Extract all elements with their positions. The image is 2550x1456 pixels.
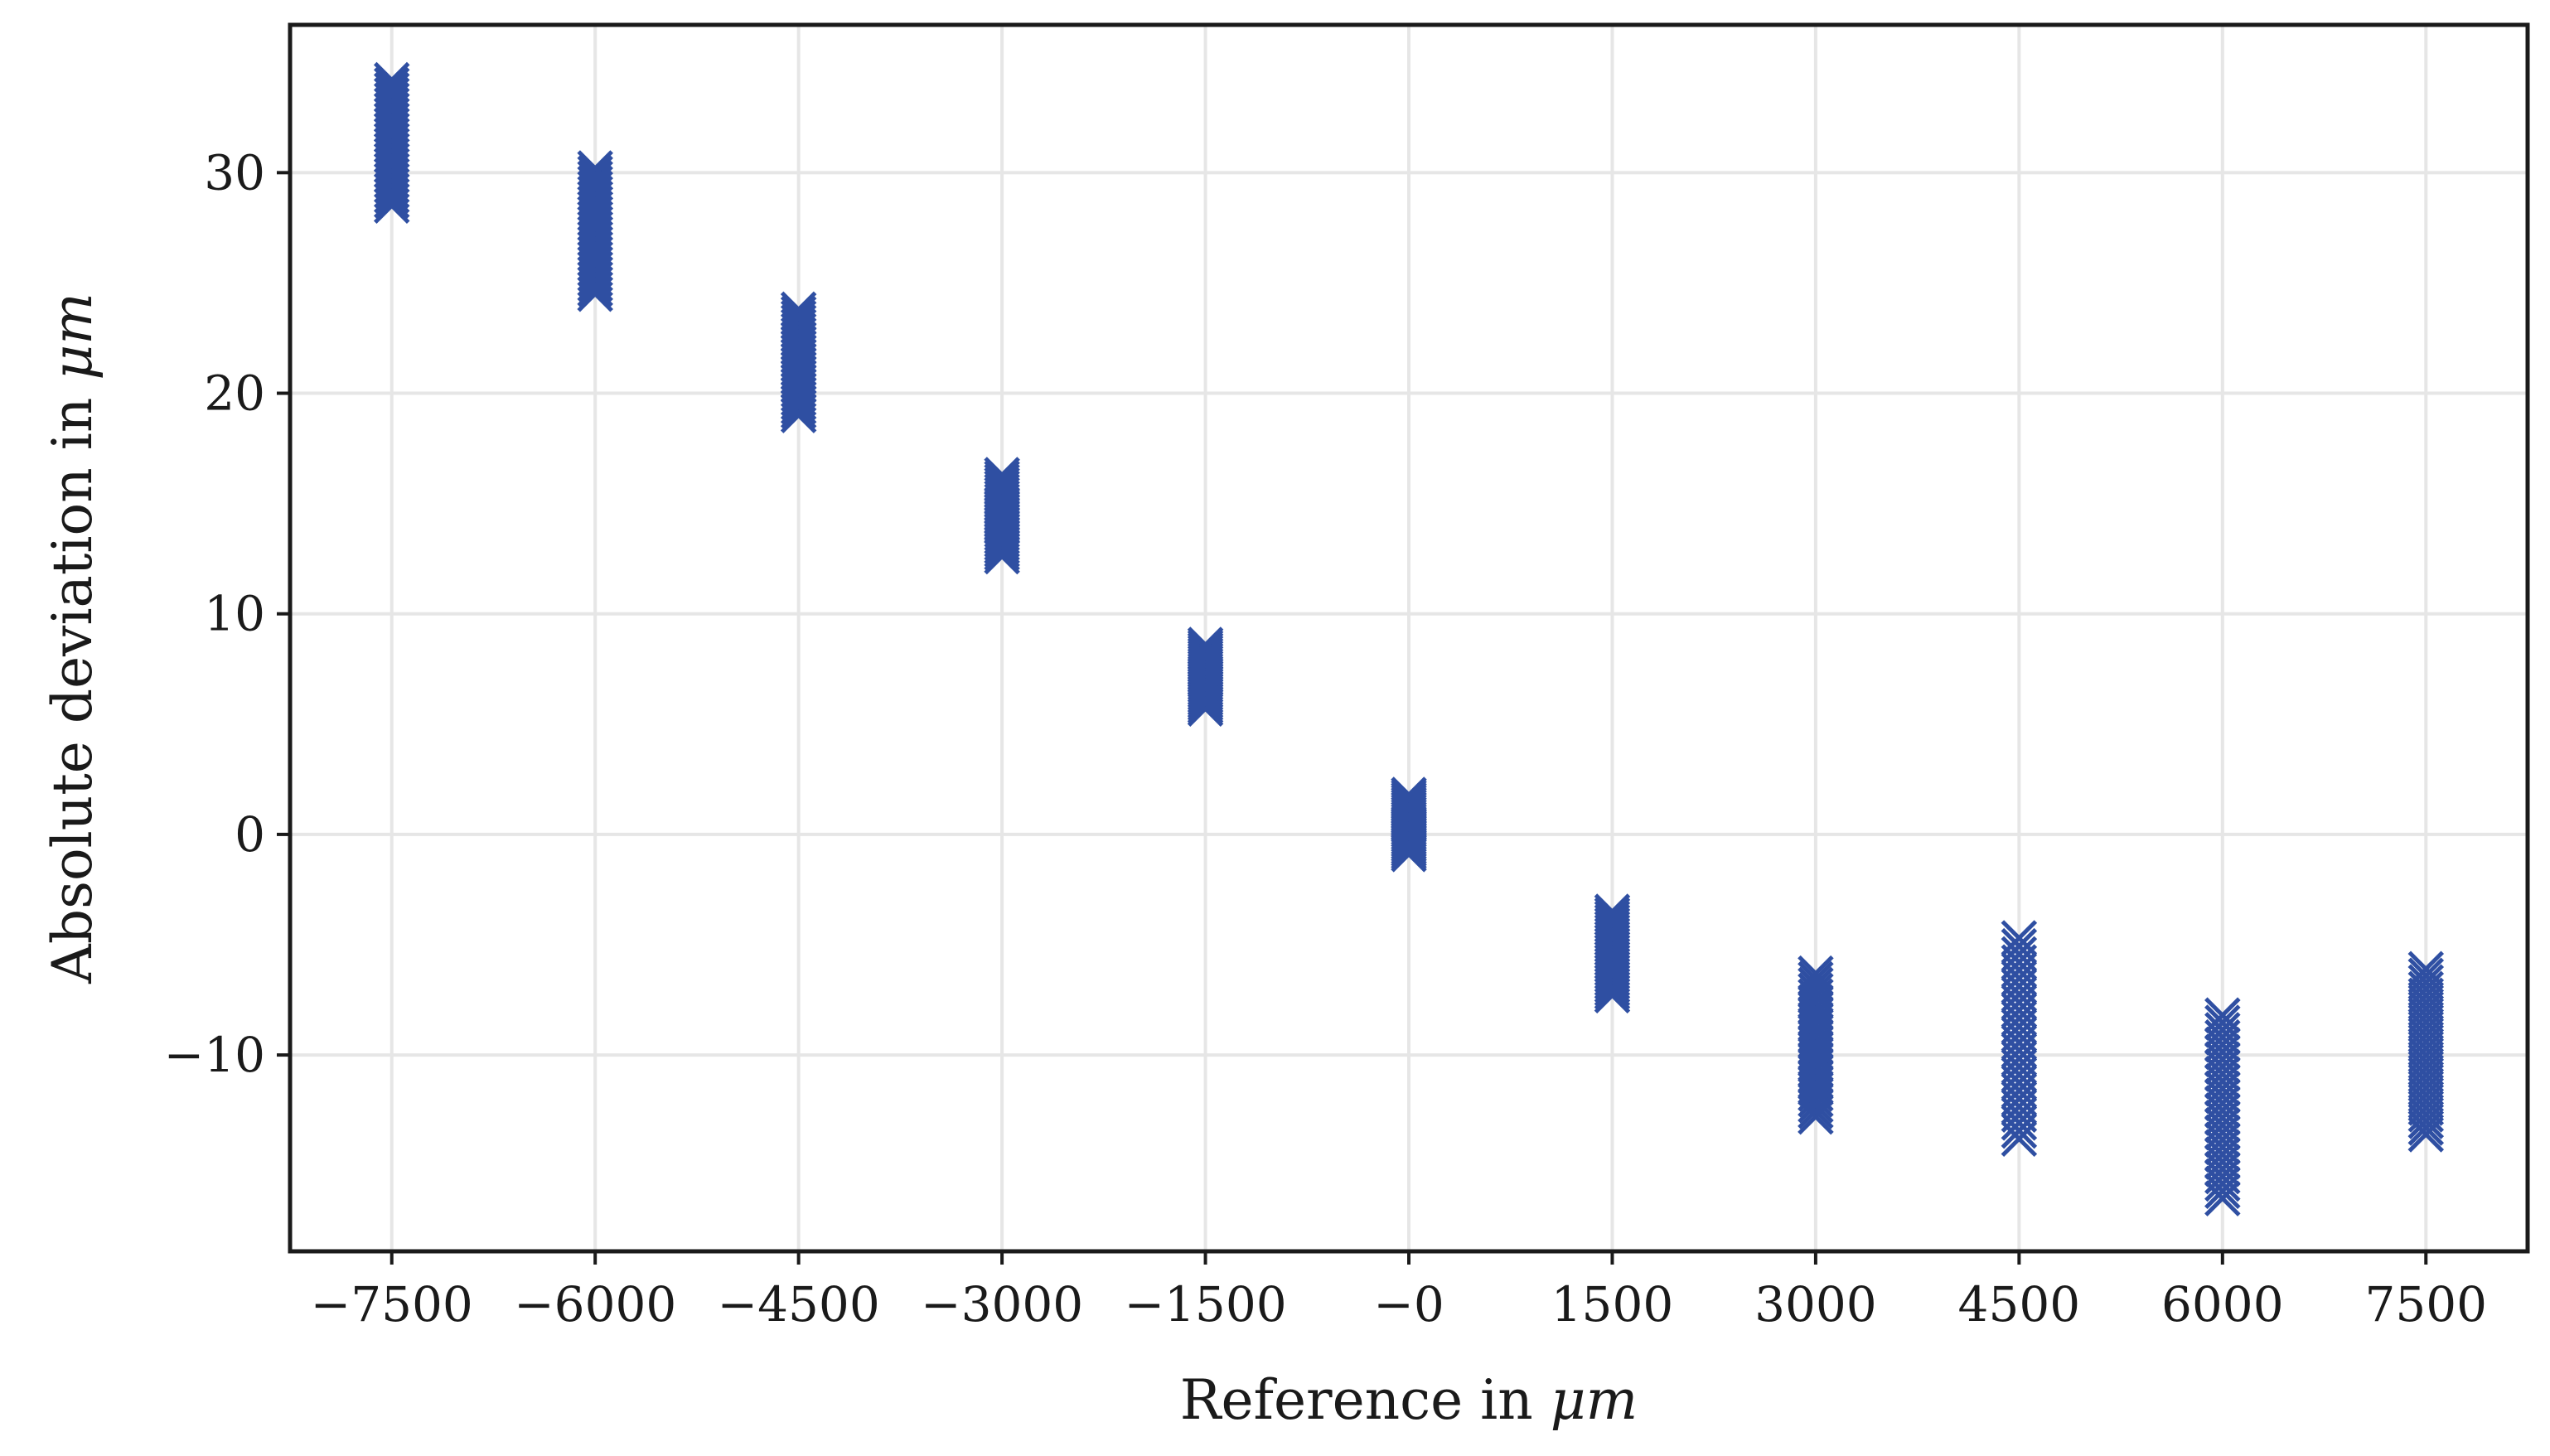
data-point-8-23 [2001, 936, 2038, 973]
marker-group-8 [2001, 920, 2038, 1158]
data-point-6-24 [1594, 897, 1631, 933]
data-point-2-25 [780, 291, 817, 328]
marker-group-5 [1391, 776, 1427, 873]
data-point-1-24 [577, 155, 613, 191]
y-tick-label-3: 0 [235, 806, 265, 863]
data-point-0-24 [373, 66, 410, 104]
data-point-2-22 [780, 303, 817, 341]
data-point-3-23 [984, 463, 1020, 500]
data-point-0-25 [373, 61, 410, 99]
data-point-0-22 [373, 76, 410, 114]
x-tick-label-2: −4500 [718, 1276, 880, 1333]
y-tick-label-1: 20 [204, 365, 265, 422]
data-point-8-24 [2001, 927, 2038, 965]
data-point-1-23 [577, 160, 613, 196]
data-point-3-20 [984, 472, 1020, 510]
y-tick-label-4: −10 [164, 1027, 265, 1083]
marker-group-3 [984, 457, 1020, 575]
x-tick-label-9: 6000 [2161, 1276, 2284, 1333]
marker-group-10 [2407, 951, 2445, 1153]
x-tick-label-8: 4500 [1958, 1276, 2081, 1333]
grid-lines [290, 25, 2528, 1251]
marker-group-2 [780, 291, 817, 433]
data-point-7-23 [1798, 966, 1834, 1004]
data-point-7-25 [1798, 955, 1834, 992]
x-tick-label-6: 1500 [1551, 1276, 1674, 1333]
marker-group-4 [1187, 626, 1224, 727]
axis-ticks: −7500 −6000 −4500 −3000 −1500 −0 1500 3000 4500 6… [164, 144, 2487, 1333]
y-axis-title: Absolute deviation in μm [41, 293, 104, 984]
x-tick-label-4: −1500 [1124, 1276, 1286, 1333]
data-point-6-25 [1594, 893, 1631, 930]
x-tick-label-5: −0 [1373, 1276, 1444, 1333]
data-point-6-22 [1594, 903, 1631, 940]
data-point-8-25 [2001, 920, 2038, 956]
x-tick-label-1: −6000 [514, 1276, 676, 1333]
marker-group-1 [577, 150, 613, 312]
data-point-5-25 [1391, 776, 1427, 813]
marker-group-0 [373, 61, 410, 225]
x-tick-label-10: 7500 [2364, 1276, 2487, 1333]
x-tick-label-0: −7500 [311, 1276, 473, 1333]
data-point-2-24 [780, 295, 817, 332]
data-point-1-22 [577, 165, 613, 201]
x-tick-label-7: 3000 [1754, 1276, 1877, 1333]
data-point-1-25 [577, 150, 613, 186]
marker-group-6 [1594, 893, 1631, 1013]
data-point-4-25 [1187, 626, 1224, 663]
marker-group-9 [2204, 997, 2241, 1217]
data-markers [373, 61, 2445, 1217]
data-point-2-21 [780, 308, 817, 345]
y-tick-label-0: 30 [204, 144, 265, 201]
data-point-6-23 [1594, 900, 1631, 936]
data-point-3-24 [984, 460, 1020, 496]
data-point-9-23 [2204, 1012, 2241, 1048]
marker-group-7 [1798, 955, 1834, 1135]
data-point-7-22 [1798, 972, 1834, 1009]
data-point-9-24 [2204, 1004, 2241, 1041]
data-point-0-23 [373, 71, 410, 109]
data-point-10-23 [2407, 964, 2445, 1001]
data-point-7-24 [1798, 960, 1834, 998]
data-point-9-25 [2204, 997, 2241, 1033]
data-point-10-25 [2407, 951, 2445, 988]
data-point-6-21 [1594, 907, 1631, 944]
data-point-3-22 [984, 467, 1020, 503]
x-axis-title: Reference in μm [1180, 1368, 1638, 1432]
x-tick-label-3: −3000 [921, 1276, 1083, 1333]
data-point-2-23 [780, 299, 817, 336]
y-tick-label-2: 10 [204, 586, 265, 642]
data-point-3-21 [984, 470, 1020, 506]
data-point-3-25 [984, 457, 1020, 493]
data-point-10-24 [2407, 957, 2445, 994]
data-point-6-20 [1594, 910, 1631, 947]
